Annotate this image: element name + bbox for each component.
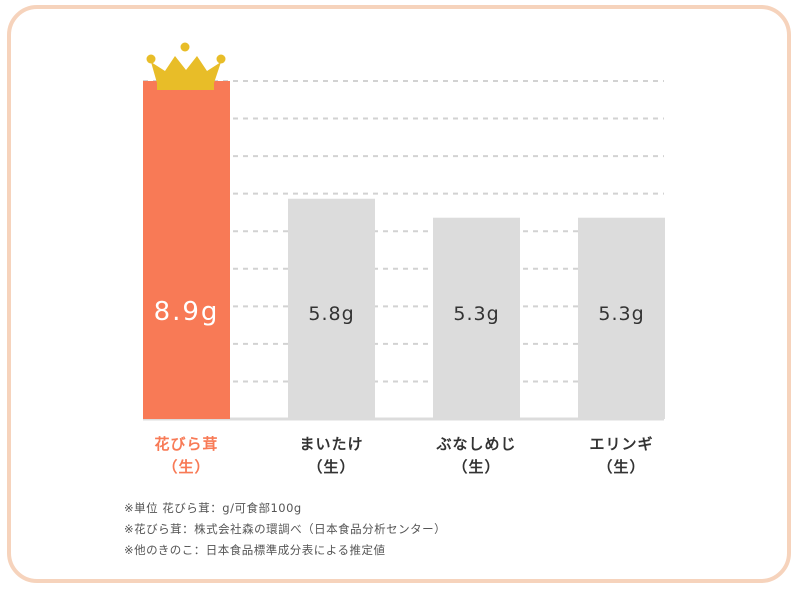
value-label: 8.9g	[154, 297, 220, 327]
value-label: 5.8g	[308, 303, 354, 325]
footnote-others: ※他のきのこ：日本食品標準成分表による推定値	[124, 543, 386, 557]
value-labels: 8.9g 5.8g 5.3g 5.3g	[154, 297, 644, 327]
crown-icon	[146, 42, 226, 90]
value-label: 5.3g	[453, 303, 499, 325]
bar	[288, 198, 375, 419]
category-label: まいたけ （生）	[299, 435, 364, 476]
bar	[578, 217, 665, 419]
footnote-source: ※花びら茸：株式会社森の環調べ（日本食品分析センター）	[124, 522, 447, 536]
footnote-unit: ※単位 花びら茸：g/可食部100g	[124, 501, 302, 515]
value-label: 5.3g	[598, 303, 644, 325]
bar	[433, 217, 520, 419]
bars	[143, 81, 665, 419]
category-label: ぶなしめじ （生）	[436, 435, 517, 476]
category-label: 花びら茸 （生）	[154, 435, 219, 476]
category-label: エリンギ （生）	[589, 435, 654, 476]
bar	[143, 81, 230, 419]
gridlines	[143, 80, 664, 421]
footnotes: ※単位 花びら茸：g/可食部100g ※花びら茸：株式会社森の環調べ（日本食品分…	[124, 498, 446, 561]
